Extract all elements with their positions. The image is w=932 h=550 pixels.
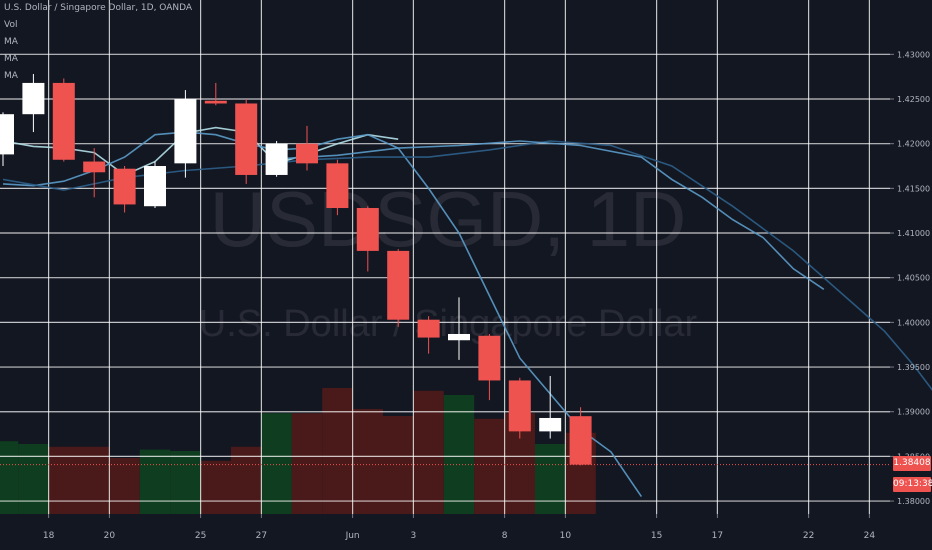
bar-countdown-tag: 09:13:38 <box>893 476 932 492</box>
watermark-ticker: USDSGD, 1D <box>210 175 687 263</box>
time-axis-label: 25 <box>195 531 206 541</box>
volume-bar <box>413 390 444 514</box>
candle <box>235 99 258 184</box>
volume-bars <box>0 388 596 514</box>
time-axis-label: 20 <box>104 531 116 541</box>
ma-indicator-label-3[interactable]: MA <box>4 71 18 81</box>
volume-bar <box>291 413 323 514</box>
time-axis-label: 3 <box>411 531 417 541</box>
volume-bar <box>231 446 262 514</box>
candle-body <box>113 168 136 205</box>
volume-bar <box>139 449 171 514</box>
grid-lines <box>0 0 890 514</box>
time-axis-label: 18 <box>43 531 55 541</box>
volume-bar <box>18 444 49 514</box>
candle-body <box>235 103 258 175</box>
candle-body <box>539 417 562 432</box>
moving-average-line-mid <box>2 131 643 498</box>
candle-body <box>387 250 410 320</box>
vol-indicator-label[interactable]: Vol <box>4 20 18 30</box>
volume-bar <box>352 409 383 514</box>
candle <box>144 161 166 209</box>
candle-body <box>448 333 470 341</box>
candle-body <box>569 416 592 465</box>
time-axis[interactable]: 18 20 25 27 Jun 3 8 10 15 17 22 24 <box>43 514 876 541</box>
symbol-title: U.S. Dollar / Singapore Dollar, 1D, OAND… <box>4 3 193 13</box>
time-axis-label: 15 <box>651 531 662 541</box>
price-axis-label: 1.39000 <box>897 408 930 417</box>
moving-average-line-long <box>2 140 932 391</box>
volume-bar <box>261 413 292 514</box>
candle-body <box>174 99 197 164</box>
candles <box>0 73 592 466</box>
time-axis-label: 8 <box>502 531 508 541</box>
candle-body <box>22 82 45 115</box>
time-axis-label: 17 <box>712 531 723 541</box>
candle <box>539 375 562 439</box>
candle <box>326 159 349 216</box>
price-axis-label: 1.42000 <box>897 140 930 149</box>
candle <box>569 407 592 466</box>
candle <box>83 148 106 198</box>
time-axis-label: 10 <box>560 531 572 541</box>
watermark: USDSGD, 1D U.S. Dollar / Singapore Dolla… <box>199 175 698 345</box>
candle-body <box>144 166 166 207</box>
candle <box>508 377 531 439</box>
volume-bar <box>474 418 505 514</box>
price-axis-label: 1.38000 <box>897 497 930 506</box>
time-axis-label: 24 <box>864 531 876 541</box>
candle-body <box>204 100 227 104</box>
volume-bar <box>170 451 201 514</box>
candle-body <box>265 143 288 175</box>
volume-bar <box>322 388 353 514</box>
volume-bar <box>79 446 110 514</box>
candle-body <box>296 143 318 164</box>
candle <box>417 316 440 354</box>
price-axis-label: 1.39500 <box>897 363 930 372</box>
price-axis-label: 1.43000 <box>897 50 930 59</box>
price-axis-label: 1.41500 <box>897 184 930 193</box>
candle <box>113 166 136 213</box>
moving-average-line-longest <box>276 140 825 290</box>
candle-body <box>417 319 440 338</box>
volume-bar <box>200 460 231 514</box>
candle <box>204 82 227 106</box>
candle-body <box>52 82 75 160</box>
candle <box>22 73 45 133</box>
candle <box>265 141 288 177</box>
candle <box>52 78 75 162</box>
time-axis-label: Jun <box>345 531 360 541</box>
candle-body <box>356 208 379 251</box>
candle <box>448 297 470 360</box>
volume-bar <box>109 458 140 514</box>
candle <box>478 333 501 401</box>
last-price-tag: 1.38408 <box>893 455 931 471</box>
volume-bar <box>443 395 475 514</box>
time-axis-label: 27 <box>256 531 267 541</box>
price-axis-label: 1.42500 <box>897 95 930 104</box>
candle-body <box>0 114 14 155</box>
moving-averages <box>2 126 932 498</box>
volume-bar <box>48 446 79 514</box>
candle-body <box>83 161 106 173</box>
ma-indicator-label-2[interactable]: MA <box>4 54 18 64</box>
candle-body <box>508 380 531 432</box>
candle <box>356 206 379 272</box>
candle <box>387 249 410 327</box>
candle <box>0 112 14 167</box>
volume-bar <box>0 441 19 514</box>
volume-bar <box>535 444 566 514</box>
price-axis-label: 1.40500 <box>897 274 930 283</box>
time-axis-label: 22 <box>803 531 814 541</box>
candle-body <box>478 335 501 381</box>
candle <box>296 125 318 171</box>
ma-indicator-label-1[interactable]: MA <box>4 37 18 47</box>
price-axis[interactable]: 1.380001.385001.390001.395001.400001.405… <box>890 50 930 506</box>
price-axis-label: 1.41000 <box>897 229 930 238</box>
price-axis-label: 1.40000 <box>897 318 930 327</box>
candle <box>174 90 197 178</box>
candle-body <box>326 163 349 209</box>
